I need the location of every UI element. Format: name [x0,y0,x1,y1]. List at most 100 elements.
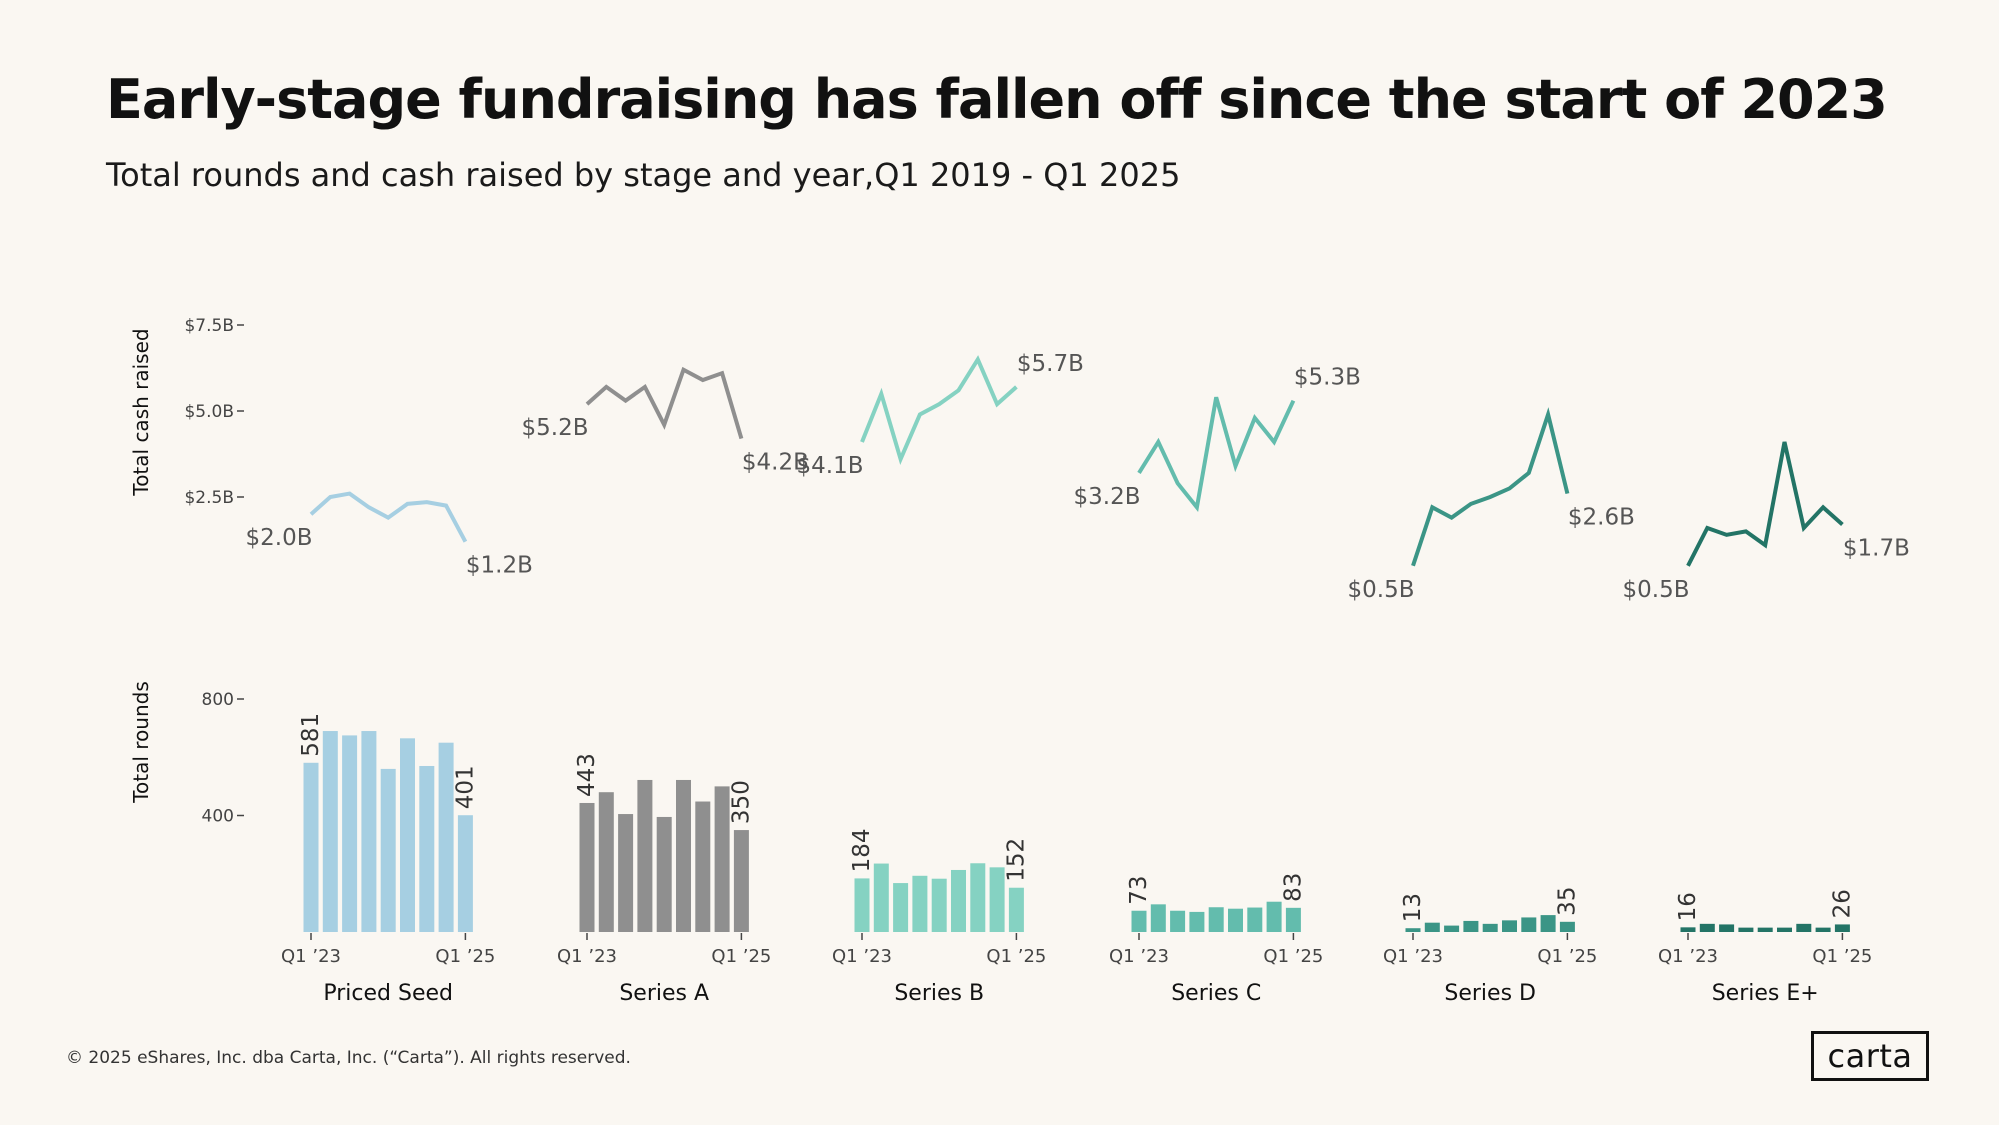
bar-series-e- [1738,927,1754,932]
panel-title-series-a: Series A [619,981,709,1006]
bar-series-a [637,779,653,932]
bar-y-tick-label: 800 [202,690,234,710]
bar-series-c [1208,907,1224,932]
line-y-tick-label: $2.5B [184,488,234,508]
bar-end-label-series-a: 350 [728,780,754,824]
bar-series-d [1502,920,1517,932]
bar-series-c [1131,910,1147,932]
line-start-label-series-e-: $0.5B [1623,577,1690,603]
bar-end-label-series-c: 83 [1280,873,1306,902]
bar-series-a [579,802,595,932]
bar-priced-seed [419,765,435,932]
bar-series-c [1150,904,1166,932]
x-tick-label: Q1 ’23 [557,946,617,967]
bar-start-label-series-d: 13 [1400,893,1426,922]
x-tick-label: Q1 ’25 [1812,946,1872,967]
x-tick-label: Q1 ’25 [986,946,1046,967]
bar-series-a [598,792,614,932]
bar-series-e- [1757,927,1773,932]
line-end-label-series-e-: $1.7B [1843,536,1910,562]
bar-series-b [989,867,1005,932]
panel-title-series-b: Series B [894,981,984,1006]
line-start-label-series-c: $3.2B [1074,484,1141,510]
bar-series-b [912,875,928,932]
bar-start-label-series-b: 184 [849,829,875,873]
bar-series-d [1559,921,1575,932]
bar-series-e- [1796,923,1812,932]
line-end-label-series-c: $5.3B [1294,365,1361,391]
line-start-label-series-d: $0.5B [1348,577,1415,603]
x-tick-label: Q1 ’23 [1658,946,1718,967]
bar-series-b [931,878,947,932]
bar-priced-seed [457,815,473,932]
bar-start-label-series-e-: 16 [1675,892,1701,921]
bar-priced-seed [342,735,358,932]
bar-end-label-priced-seed: 401 [452,765,478,809]
line-end-label-series-b: $5.7B [1017,351,1084,377]
x-tick-label: Q1 ’25 [1263,946,1323,967]
line-y-axis-label: Total cash raised [129,328,153,496]
bar-priced-seed [322,731,338,932]
line-series-priced-seed [309,491,468,543]
line-series-series-b [860,355,1018,466]
bar-series-a [695,801,711,932]
bar-series-b [1008,887,1024,932]
bar-start-label-series-a: 443 [574,753,600,797]
line-start-label-priced-seed: $2.0B [246,525,313,551]
bar-series-e- [1719,924,1735,932]
line-series-series-e- [1686,441,1844,567]
bar-series-d [1482,923,1498,932]
bar-start-label-series-c: 73 [1126,875,1152,904]
bar-priced-seed [438,742,454,932]
bar-series-a [618,814,634,932]
bar-series-b [951,869,966,932]
chart-subtitle: Total rounds and cash raised by stage an… [106,156,1181,194]
x-tick-label: Q1 ’23 [281,946,341,967]
bar-series-e- [1699,923,1715,932]
bar-y-tick-label: 400 [202,807,234,827]
bar-series-d [1444,925,1460,932]
panel-title-series-c: Series C [1171,981,1261,1006]
line-end-label-priced-seed: $1.2B [466,553,533,579]
bar-series-d [1521,917,1537,932]
bar-series-e- [1834,924,1850,932]
bar-series-d [1405,928,1421,932]
bar-end-label-series-e-: 26 [1829,889,1855,918]
x-tick-label: Q1 ’23 [832,946,892,967]
chart-title: Early-stage fundraising has fallen off s… [106,68,1888,131]
line-series-series-d [1411,407,1570,567]
bar-series-e- [1777,927,1792,932]
bar-y-axis-label: Total rounds [129,681,153,804]
line-end-label-series-a: $4.2B [742,450,809,476]
bar-series-c [1266,901,1282,932]
bar-series-a [656,816,672,932]
bar-series-a [676,779,691,932]
bar-series-d [1424,922,1440,932]
bar-series-c [1189,911,1205,932]
line-end-label-series-d: $2.6B [1568,505,1635,531]
copyright-footer: © 2025 eShares, Inc. dba Carta, Inc. (“C… [66,1048,631,1068]
bar-priced-seed [400,738,415,932]
line-y-tick-label: $5.0B [184,402,234,422]
line-y-tick-label: $7.5B [184,316,234,336]
line-series-series-c [1137,396,1296,513]
bar-end-label-series-b: 152 [1003,838,1029,882]
line-start-label-series-b: $4.1B [797,453,864,479]
panel-title-series-d: Series D [1444,981,1536,1006]
bar-series-b [854,878,870,932]
bar-priced-seed [380,768,396,932]
line-start-label-series-a: $5.2B [522,415,589,441]
bar-end-label-series-d: 35 [1554,887,1580,916]
x-tick-label: Q1 ’23 [1109,946,1169,967]
bar-series-e- [1680,927,1696,932]
x-tick-label: Q1 ’25 [435,946,495,967]
panel-title-priced-seed: Priced Seed [323,981,453,1006]
bar-series-d [1540,915,1556,932]
bar-series-e- [1815,927,1831,932]
panel-title-series-e-: Series E+ [1712,981,1819,1006]
line-series-series-a [585,366,744,440]
bar-priced-seed [361,731,377,932]
bar-start-label-priced-seed: 581 [298,713,324,757]
bar-series-a [714,786,730,932]
